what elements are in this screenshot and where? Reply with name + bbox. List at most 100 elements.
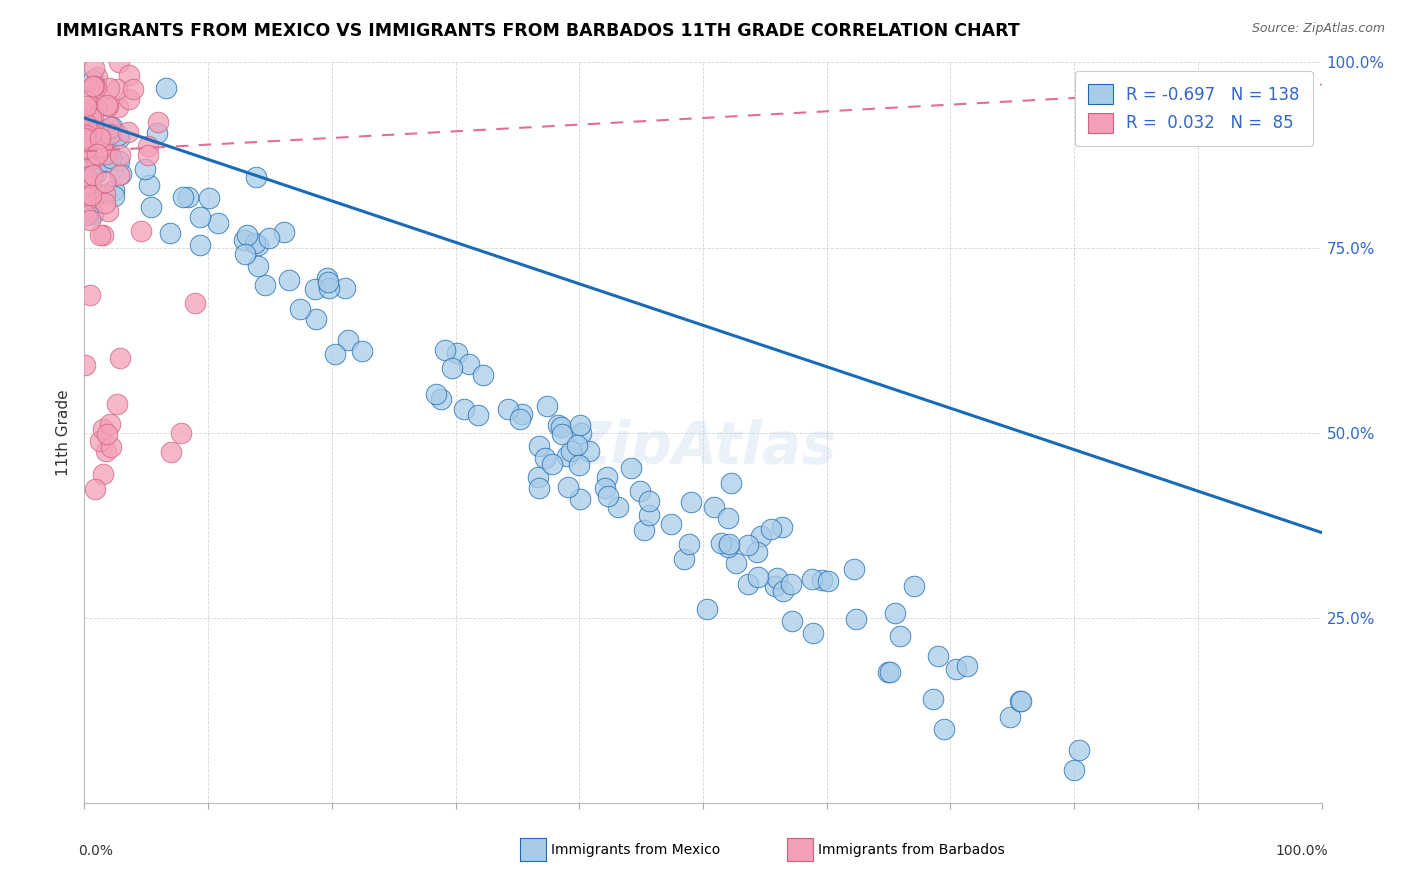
Point [305, 312, 328, 326]
Point [737, 577, 759, 591]
Point [79, 153, 101, 167]
Point [75, 117, 97, 131]
Point [246, 259, 269, 273]
Point [467, 408, 489, 422]
Point [117, 125, 139, 139]
Point [876, 665, 898, 679]
Point [945, 662, 967, 676]
Point [188, 210, 211, 224]
Point [446, 346, 468, 360]
Point [725, 556, 748, 570]
Point [98, 120, 121, 134]
Text: Immigrants from Mexico: Immigrants from Mexico [551, 843, 720, 857]
Point [94, 444, 117, 458]
Point [75, 116, 97, 130]
Point [76, 139, 98, 153]
Point [82, 135, 104, 149]
Point [73, 133, 96, 147]
Point [76, 171, 98, 186]
Point [89, 434, 111, 449]
Point [87, 126, 110, 140]
Point [425, 387, 447, 401]
Point [560, 443, 582, 458]
Point [94, 147, 117, 161]
Point [749, 529, 772, 543]
Point [551, 426, 574, 441]
Point [75, 141, 97, 155]
Point [82, 207, 104, 221]
Point [118, 68, 141, 82]
Point [76, 115, 98, 129]
Point [323, 347, 346, 361]
Point [177, 190, 200, 204]
Point [136, 148, 159, 162]
Point [457, 357, 479, 371]
Point [737, 538, 759, 552]
Point [75, 178, 97, 192]
Point [801, 625, 824, 640]
Point [107, 396, 129, 410]
Point [80, 157, 103, 171]
Point [80, 168, 103, 182]
Point [510, 407, 533, 421]
Point [86, 70, 108, 84]
Point [129, 224, 152, 238]
Point [160, 444, 183, 458]
Point [998, 709, 1021, 723]
Point [73, 179, 96, 194]
Point [103, 183, 125, 197]
Point [80, 187, 103, 202]
Point [146, 114, 169, 128]
Point [717, 510, 740, 524]
Point [747, 569, 769, 583]
Point [578, 444, 600, 458]
Point [596, 489, 619, 503]
Point [903, 579, 925, 593]
Point [889, 629, 911, 643]
Point [434, 343, 457, 357]
Point [141, 200, 163, 214]
Point [232, 233, 254, 247]
Point [761, 522, 783, 536]
Point [86, 79, 108, 94]
Point [75, 128, 97, 142]
Point [273, 225, 295, 239]
Point [772, 584, 794, 599]
Point [922, 692, 945, 706]
Text: Source: ZipAtlas.com: Source: ZipAtlas.com [1251, 22, 1385, 36]
Point [96, 154, 118, 169]
Point [101, 120, 124, 134]
Point [498, 402, 520, 417]
Point [720, 475, 742, 490]
Point [637, 508, 659, 522]
Point [717, 541, 740, 555]
Point [207, 216, 229, 230]
Point [745, 545, 768, 559]
Point [555, 450, 578, 464]
Point [763, 579, 786, 593]
Point [86, 146, 108, 161]
Point [155, 80, 177, 95]
Point [596, 470, 619, 484]
Point [315, 271, 337, 285]
Point [89, 130, 111, 145]
Point [628, 483, 651, 498]
Point [83, 123, 105, 137]
Point [304, 282, 326, 296]
Point [79, 288, 101, 302]
Point [84, 141, 107, 155]
Point [75, 149, 97, 163]
Point [91, 467, 114, 481]
Point [335, 281, 357, 295]
Point [98, 127, 121, 141]
Point [93, 175, 115, 189]
Point [779, 577, 801, 591]
Point [766, 570, 789, 584]
Point [73, 173, 96, 187]
Point [96, 203, 118, 218]
Point [188, 237, 211, 252]
Point [75, 178, 97, 192]
Point [80, 111, 103, 125]
Point [703, 500, 725, 515]
Point [170, 425, 193, 440]
